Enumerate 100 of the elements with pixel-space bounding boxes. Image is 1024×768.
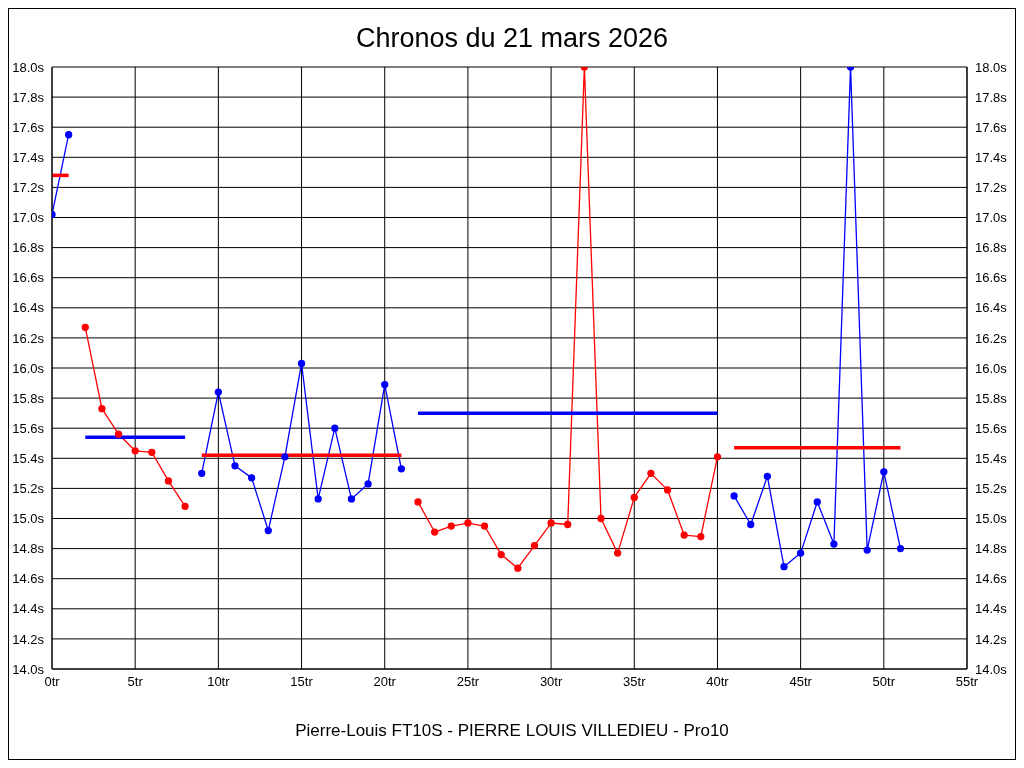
y-tick-label: 15.2s: [12, 481, 45, 497]
point: [430, 528, 439, 536]
y-tick-label: 16.2s: [12, 330, 45, 346]
point: [314, 495, 322, 503]
point: [497, 550, 505, 559]
y2-tick-label: 14.0s: [975, 661, 1008, 677]
point: [397, 465, 406, 473]
x-tick-label: 25tr: [456, 674, 480, 690]
y-tick-label: 16.8s: [12, 240, 45, 256]
point: [81, 323, 89, 332]
point: [514, 564, 522, 572]
y2-tick-label: 15.4s: [975, 450, 1008, 466]
y2-tick-label: 14.4s: [975, 601, 1008, 617]
y2-tick-label: 17.0s: [975, 210, 1008, 226]
y-tick-label: 17.2s: [12, 180, 45, 196]
y-tick-label: 14.6s: [12, 571, 45, 587]
point: [281, 453, 289, 461]
point: [597, 514, 605, 523]
x-tick-label: 20tr: [373, 674, 397, 690]
point: [796, 549, 805, 557]
point: [148, 448, 156, 456]
y-tick-label: 15.8s: [12, 390, 45, 406]
point: [647, 469, 655, 477]
point: [880, 468, 888, 476]
y2-tick-label: 16.2s: [975, 330, 1008, 346]
y-tick-label: 15.6s: [12, 420, 45, 436]
x-tick-label: 50tr: [872, 674, 896, 690]
point: [663, 486, 672, 494]
point: [813, 498, 821, 506]
point: [763, 472, 772, 481]
y2-tick-label: 14.8s: [975, 541, 1008, 557]
y-tick-label: 17.8s: [12, 89, 45, 105]
y2-tick-label: 17.6s: [975, 119, 1008, 135]
x-tick-label: 40tr: [706, 674, 730, 690]
y-tick-label: 16.4s: [12, 300, 45, 316]
point: [613, 549, 622, 557]
y-tick-label: 14.4s: [12, 601, 45, 617]
y-tick-label: 14.0s: [12, 661, 45, 677]
point: [564, 520, 572, 529]
y2-tick-label: 16.6s: [975, 270, 1008, 286]
point: [896, 544, 905, 553]
y2-tick-label: 15.2s: [975, 481, 1008, 497]
point: [713, 453, 722, 461]
point: [347, 495, 356, 503]
x-tick-label: 15tr: [290, 674, 314, 690]
x-tick-label: 45tr: [789, 674, 813, 690]
point: [680, 531, 688, 539]
point: [381, 380, 389, 389]
y-tick-label: 17.4s: [12, 149, 45, 165]
point: [198, 469, 206, 477]
y2-tick-label: 14.2s: [975, 631, 1008, 647]
point: [214, 388, 223, 396]
point: [830, 540, 838, 548]
y2-tick-label: 15.8s: [975, 390, 1008, 406]
point: [414, 498, 422, 506]
point: [863, 546, 871, 554]
y2-tick-label: 14.6s: [975, 571, 1008, 587]
text: Pierre-Louis FT10S - PIERRE LOUIS VILLEDIEU - Pro10: [294, 721, 730, 741]
y-tick-label: 15.4s: [12, 450, 45, 466]
x-tick-label: 0tr: [44, 674, 61, 690]
x-tick-label: 35tr: [623, 674, 647, 690]
point: [747, 520, 755, 529]
y-tick-label: 15.0s: [12, 511, 45, 527]
y-tick-label: 16.0s: [12, 360, 45, 376]
y2-tick-label: 17.4s: [975, 149, 1008, 165]
point: [630, 493, 638, 502]
point: [181, 502, 189, 511]
y2-tick-label: 16.4s: [975, 300, 1008, 316]
y-tick-label: 17.0s: [12, 210, 45, 226]
x-tick-label: 5tr: [127, 674, 144, 690]
y-tick-label: 14.2s: [12, 631, 45, 647]
point: [264, 526, 272, 535]
x-tick-label: 10tr: [207, 674, 231, 690]
y-tick-label: 18.0s: [12, 59, 45, 75]
y2-tick-label: 16.8s: [975, 240, 1008, 256]
y2-tick-label: 17.2s: [975, 180, 1008, 196]
point: [331, 424, 339, 432]
y-tick-label: 14.8s: [12, 541, 45, 557]
point: [447, 522, 455, 530]
point: [530, 541, 539, 550]
y-tick-label: 17.6s: [12, 119, 45, 135]
point: [780, 563, 788, 571]
y2-tick-label: 15.0s: [975, 511, 1008, 527]
point: [364, 480, 372, 488]
point: [114, 430, 123, 438]
point: [131, 447, 139, 455]
x-tick-label: 55tr: [955, 674, 979, 690]
point: [547, 519, 555, 527]
point: [164, 477, 173, 485]
point: [464, 519, 472, 527]
y2-tick-label: 18.0s: [975, 59, 1008, 75]
y2-tick-label: 16.0s: [975, 360, 1008, 376]
point: [297, 359, 306, 368]
point: [98, 404, 106, 413]
point: [480, 522, 489, 530]
point: [231, 462, 239, 470]
point: [697, 532, 705, 541]
y-tick-label: 16.6s: [12, 270, 45, 286]
y2-tick-label: 15.6s: [975, 420, 1008, 436]
chart-title: Chronos du 21 mars 2026: [354, 23, 670, 54]
